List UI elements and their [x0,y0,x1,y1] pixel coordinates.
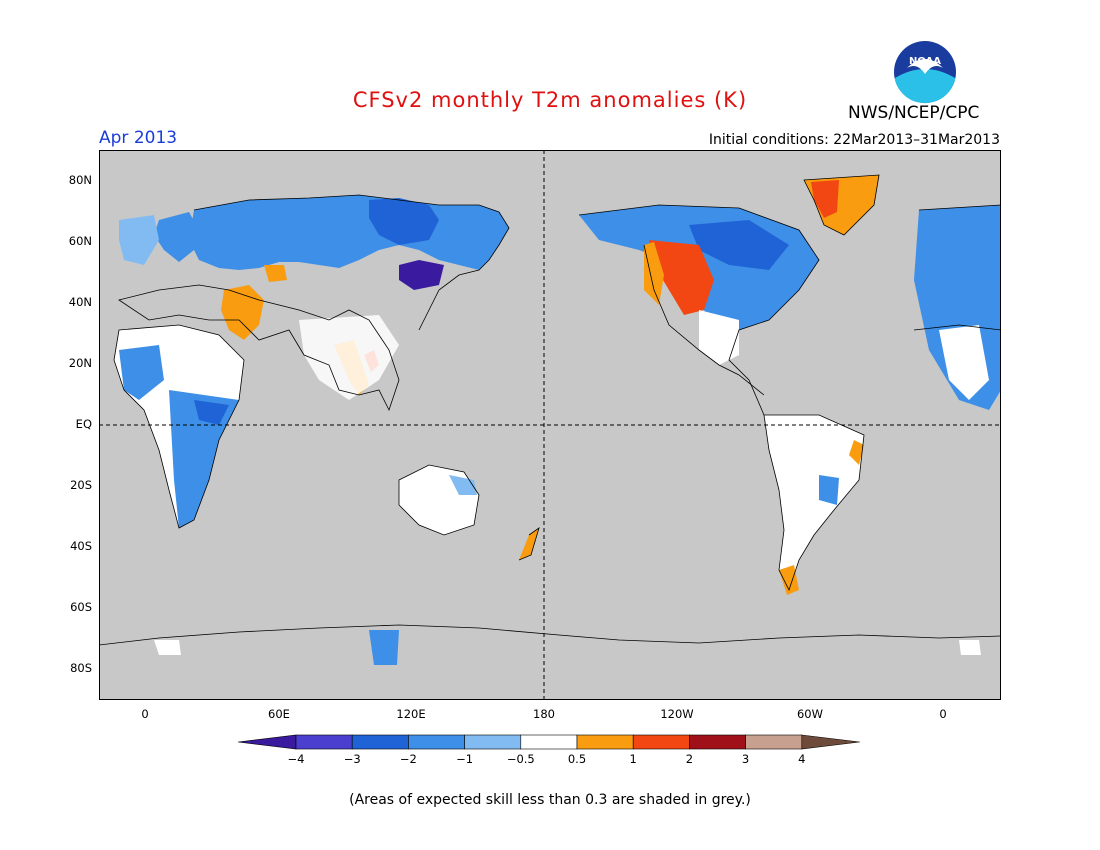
colorbar-label: 1 [629,752,637,766]
colorbar-segment [464,734,522,750]
colorbar-label: 2 [685,752,694,766]
lat-label: 60S [70,600,92,614]
colorbar-segment [238,734,297,750]
lon-label: 120W [660,707,694,721]
colorbar-label: −0.5 [506,752,535,766]
colorbar-segment [351,734,409,750]
colorbar-segment [295,734,353,750]
colorbar-label: −3 [343,752,361,766]
noaa-logo-icon: NOAA [894,41,956,104]
lat-label: 20N [68,356,92,370]
lat-label: 40S [70,539,92,553]
colorbar-segment [689,734,746,750]
colorbar-label: 0.5 [567,752,587,766]
lon-label: 60W [796,707,823,721]
colorbar-segment [576,734,634,750]
lat-label: 20S [70,478,92,492]
colorbar-label: 4 [798,752,806,766]
map-title: CFSv2 monthly T2m anomalies (K) [352,88,748,112]
lat-label: EQ [75,417,92,431]
lon-label: 0 [141,707,149,721]
logo-text: NOAA [909,56,941,67]
colorbar-label: −4 [287,752,305,766]
anomaly-shading [114,175,1001,665]
lat-label: 40N [68,295,92,309]
colorbar-segment [408,734,465,750]
lat-label: 80S [70,661,92,675]
colorbar [238,734,860,750]
source-label: NWS/NCEP/CPC [848,103,980,123]
colorbar-segment [745,734,803,750]
initial-conditions: Initial conditions: 22Mar2013–31Mar2013 [708,132,1000,148]
colorbar-segment [632,734,690,750]
lon-label: 180 [533,707,555,721]
lon-label: 0 [939,707,947,721]
lat-label: 80N [68,173,92,187]
lon-label: 60E [268,707,290,721]
colorbar-label: −1 [456,752,474,766]
lat-label: 60N [68,234,92,248]
colorbar-segment [520,734,578,750]
coastlines [99,174,1001,646]
lon-label: 120E [396,707,426,721]
anomaly-map [99,150,1001,700]
colorbar-label: −2 [399,752,417,766]
skill-note: (Areas of expected skill less than 0.3 a… [349,792,751,808]
forecast-month: Apr 2013 [99,128,178,148]
colorbar-segment [801,734,860,750]
colorbar-label: 3 [741,752,750,766]
